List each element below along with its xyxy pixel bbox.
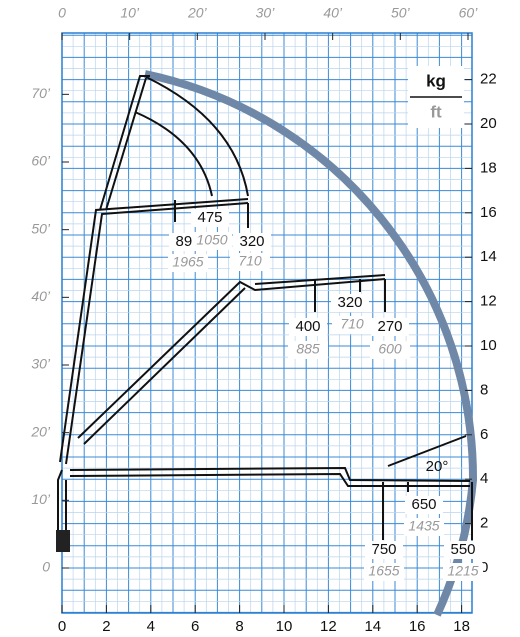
x-ft-label: 30’ <box>256 5 276 21</box>
x-tick-label: 0 <box>58 618 66 635</box>
y-ft-label: 60’ <box>31 153 51 169</box>
base <box>56 530 70 552</box>
load-kg: 475 <box>197 209 222 226</box>
load-lb: 1050 <box>196 232 227 248</box>
load-lb: 600 <box>378 341 402 357</box>
load-lb: 1215 <box>447 563 478 579</box>
y-ft-label: 30’ <box>31 356 51 372</box>
load-kg: 320 <box>239 233 264 250</box>
jib <box>387 435 467 467</box>
load-kg: 320 <box>337 294 362 311</box>
load-kg: 550 <box>450 541 475 558</box>
load-lb: 710 <box>238 253 262 269</box>
y-tick-label: 12 <box>480 293 497 310</box>
label-bg <box>443 563 483 581</box>
label-bg <box>370 341 410 359</box>
y-tick-label: 22 <box>480 71 497 88</box>
y-tick-label: 10 <box>480 337 497 354</box>
label-bg <box>168 254 208 272</box>
unit-kg: kg <box>426 71 446 90</box>
load-lb: 885 <box>296 341 320 357</box>
x-tick-label: 12 <box>320 618 337 635</box>
label-bg <box>331 294 369 312</box>
load-ticks <box>174 200 473 540</box>
label-bg <box>230 253 270 271</box>
y-tick-label: 20 <box>480 115 497 132</box>
label-bg <box>332 316 372 334</box>
x-ft-label: 20’ <box>187 5 208 21</box>
label-bg <box>405 496 443 514</box>
crane <box>56 75 473 552</box>
y-tick-label: 18 <box>480 159 497 176</box>
x-ft-label: 10’ <box>120 5 140 21</box>
label-bg <box>233 233 271 251</box>
x-ft-label: 0 <box>58 5 66 21</box>
frame <box>61 32 473 614</box>
y-ft-label: 70’ <box>31 85 51 101</box>
x-tick-label: 10 <box>276 618 293 635</box>
x-ft-label: 40’ <box>323 5 343 21</box>
y-ft-label: 50’ <box>31 220 51 236</box>
load-kg: 750 <box>371 541 396 558</box>
reach-arc <box>144 70 478 617</box>
boom-horizontal <box>69 466 471 487</box>
load-lb: 1655 <box>368 563 399 579</box>
y-ft-label: 20’ <box>30 423 51 439</box>
load-kg: 650 <box>411 496 436 513</box>
label-bg <box>365 541 403 559</box>
x-tick-label: 18 <box>453 618 470 635</box>
load-lb: 710 <box>340 316 364 332</box>
x-ft-label: 60’ <box>459 5 479 21</box>
label-bg <box>191 209 229 227</box>
load-kg: 270 <box>377 318 402 335</box>
y-tick-label: 14 <box>480 248 497 265</box>
label-bg <box>371 318 409 336</box>
load-lb: 1435 <box>408 518 439 534</box>
load-lb: 1965 <box>172 254 203 270</box>
y-tick-label: 16 <box>480 204 497 221</box>
label-bg <box>289 318 327 336</box>
unit-ft: ft <box>430 102 442 121</box>
label-bg <box>192 232 232 250</box>
y-tick-label: 2 <box>480 515 488 532</box>
y-tick-label: 0 <box>480 559 488 576</box>
boom-high <box>59 75 249 465</box>
boom-arcs <box>134 76 249 197</box>
x-tick-label: 14 <box>364 618 381 635</box>
label-bg <box>288 341 328 359</box>
y-tick-label: 6 <box>480 426 488 443</box>
boom-mid <box>77 274 386 445</box>
x-tick-label: 4 <box>147 618 155 635</box>
y-ft-label: 40’ <box>31 288 51 304</box>
x-tick-label: 8 <box>235 618 243 635</box>
label-bg <box>404 518 444 536</box>
label-bg <box>364 563 404 581</box>
jib-angle: 20° <box>426 458 449 475</box>
load-kg: 400 <box>295 318 320 335</box>
y-tick-label: 8 <box>480 381 488 398</box>
label-bg <box>444 541 482 559</box>
x-tick-label: 16 <box>409 618 426 635</box>
x-ft-label: 50’ <box>391 5 411 21</box>
y-ft-label: 0 <box>42 559 50 575</box>
y-ft-label: 10’ <box>31 491 51 507</box>
y-tick-label: 4 <box>480 470 488 487</box>
x-tick-label: 2 <box>102 618 110 635</box>
x-tick-label: 6 <box>191 618 199 635</box>
